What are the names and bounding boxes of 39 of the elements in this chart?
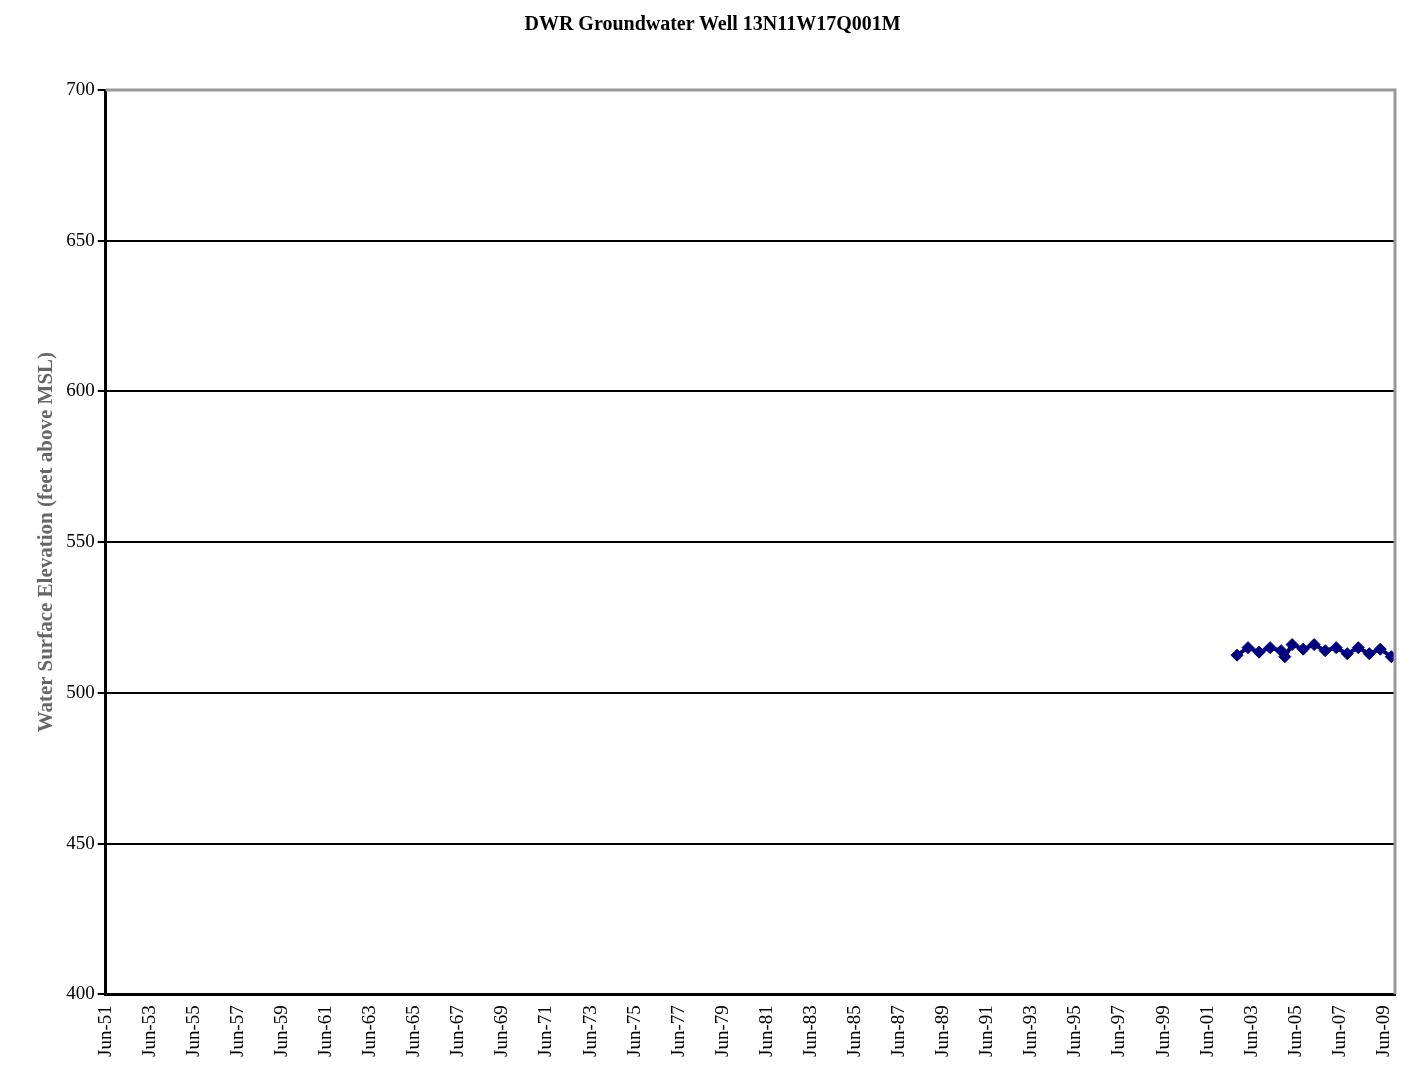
x-tick-label: Jun-57	[225, 1005, 247, 1058]
x-tick-label: Jun-03	[1239, 1005, 1261, 1058]
x-tick-label: Jun-67	[446, 1005, 468, 1058]
x-tick-label: Jun-91	[975, 1005, 997, 1058]
x-tick-label: Jun-01	[1195, 1005, 1217, 1058]
x-tick-label: Jun-93	[1019, 1005, 1041, 1058]
x-tick-label: Jun-83	[798, 1005, 820, 1058]
x-tick-label: Jun-61	[314, 1005, 336, 1058]
y-tick-label: 400	[66, 982, 95, 1004]
x-tick-label: Jun-51	[93, 1005, 115, 1058]
x-tick-label: Jun-89	[931, 1005, 953, 1058]
x-tick-label: Jun-73	[578, 1005, 600, 1058]
x-tick-label: Jun-99	[1151, 1005, 1173, 1058]
chart-title: DWR Groundwater Well 13N11W17Q001M	[523, 12, 902, 35]
x-tick-label: Jun-85	[843, 1005, 865, 1058]
x-tick-label: Jun-71	[534, 1005, 556, 1058]
y-tick-label: 450	[66, 831, 95, 853]
y-tick-label: 500	[66, 680, 95, 702]
x-tick-label: Jun-07	[1327, 1005, 1349, 1058]
y-tick-label: 600	[66, 379, 95, 401]
x-tick-label: Jun-53	[137, 1005, 159, 1058]
x-tick-label: Jun-69	[490, 1005, 512, 1058]
x-tick-label: Jun-75	[622, 1005, 644, 1058]
x-tick-label: Jun-55	[181, 1005, 203, 1058]
y-axis-title: Water Surface Elevation (feet above MSL)	[33, 351, 58, 733]
x-tick-label: Jun-63	[358, 1005, 380, 1058]
y-tick-label: 650	[66, 228, 95, 250]
x-tick-label: Jun-77	[666, 1005, 688, 1058]
y-tick-label: 550	[66, 530, 95, 552]
x-tick-label: Jun-09	[1371, 1005, 1393, 1058]
x-tick-label: Jun-95	[1063, 1005, 1085, 1058]
x-tick-label: Jun-87	[887, 1005, 909, 1058]
x-tick-label: Jun-65	[402, 1005, 424, 1058]
x-tick-label: Jun-79	[710, 1005, 732, 1058]
x-tick-label: Jun-81	[754, 1005, 776, 1058]
x-tick-label: Jun-05	[1283, 1005, 1305, 1058]
x-tick-label: Jun-97	[1107, 1005, 1129, 1058]
x-tick-label: Jun-59	[269, 1005, 291, 1058]
y-tick-label: 700	[66, 77, 95, 99]
